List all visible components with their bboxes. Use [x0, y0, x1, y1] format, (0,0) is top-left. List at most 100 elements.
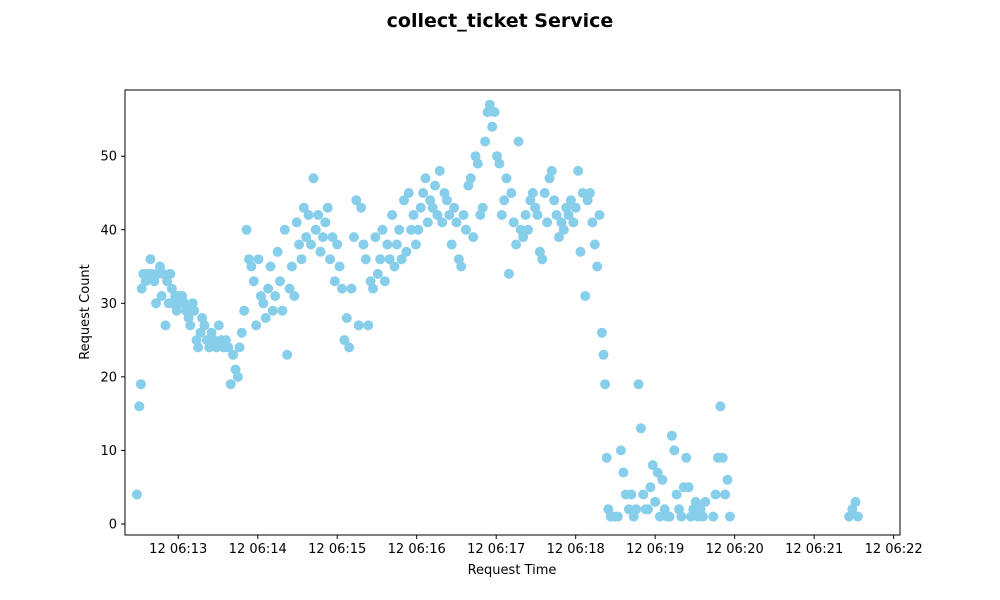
data-point [496, 210, 507, 220]
data-point [320, 217, 331, 228]
data-point [193, 342, 204, 353]
data-point [375, 254, 386, 265]
data-point [444, 210, 455, 220]
data-point [503, 268, 514, 279]
data-point [700, 496, 711, 507]
data-point [623, 504, 634, 515]
data-point [518, 232, 529, 243]
data-point [537, 254, 548, 265]
data-point [666, 430, 677, 441]
data-point [499, 195, 510, 206]
data-point [145, 254, 156, 265]
data-point [368, 283, 378, 294]
data-point [313, 210, 324, 220]
data-point [275, 276, 285, 287]
data-point [565, 195, 576, 206]
data-point [427, 202, 438, 213]
data-point [263, 283, 274, 294]
data-point [592, 261, 603, 272]
data-point [134, 401, 145, 412]
data-point [308, 173, 319, 184]
data-point [546, 165, 557, 176]
y-axis-ticks: 0 10 20 30 40 50 [100, 150, 125, 532]
data-point [551, 210, 562, 220]
data-point [353, 320, 364, 331]
data-point [589, 239, 600, 250]
data-point [654, 511, 665, 522]
data-point [265, 261, 276, 272]
data-point [577, 188, 588, 198]
data-point [573, 165, 584, 176]
data-point [532, 210, 543, 220]
data-point [372, 268, 383, 279]
data-point [279, 224, 290, 235]
y-tick-label: 10 [100, 444, 117, 459]
y-tick-label: 0 [109, 517, 117, 532]
data-point [489, 107, 500, 118]
data-point [291, 217, 302, 228]
data-point [239, 305, 250, 316]
data-point [568, 217, 579, 228]
data-point [480, 136, 491, 147]
data-point [384, 254, 395, 265]
data-point [542, 217, 553, 228]
data-point [277, 305, 288, 316]
data-point [722, 474, 733, 485]
data-point [477, 202, 488, 213]
y-axis-label: Request Count [78, 264, 93, 360]
data-point [638, 489, 649, 500]
data-point [430, 180, 440, 191]
data-point [136, 283, 147, 294]
data-point [626, 489, 637, 500]
x-axis-label: Request Time [468, 563, 557, 578]
data-point [410, 239, 421, 250]
data-point [272, 246, 283, 257]
data-point [189, 305, 200, 316]
x-tick-label: 12 06:19 [626, 542, 684, 557]
data-point [232, 371, 243, 382]
data-point [669, 445, 680, 456]
data-point [296, 254, 307, 265]
data-point [506, 188, 517, 198]
data-point [432, 210, 443, 220]
data-point [270, 291, 281, 301]
data-point [539, 188, 550, 198]
data-point [513, 136, 524, 147]
data-point [204, 342, 215, 353]
data-point [596, 327, 607, 338]
data-point [645, 482, 656, 493]
data-point [418, 188, 429, 198]
data-point [171, 305, 182, 316]
data-point [587, 217, 598, 228]
data-point [260, 313, 271, 323]
data-point [394, 224, 405, 235]
data-point [631, 504, 642, 515]
data-point [382, 239, 393, 250]
data-point [251, 320, 262, 331]
y-tick-label: 40 [100, 223, 117, 238]
data-point [258, 298, 269, 309]
data-point [549, 195, 560, 206]
data-point [422, 217, 433, 228]
data-point [468, 232, 479, 243]
data-point [158, 268, 169, 279]
data-point [344, 342, 355, 353]
data-point [284, 283, 295, 294]
data-point [420, 173, 431, 184]
data-point [315, 246, 326, 257]
data-point [671, 489, 682, 500]
data-point [494, 158, 505, 169]
data-point [717, 452, 728, 463]
data-point [370, 232, 381, 243]
data-point [377, 224, 388, 235]
data-point [511, 239, 522, 250]
data-points [131, 99, 863, 522]
data-point [306, 239, 316, 250]
data-point [298, 202, 309, 213]
data-point [327, 232, 338, 243]
data-point [520, 210, 531, 220]
data-point [317, 232, 328, 243]
data-point [664, 511, 675, 522]
data-point [135, 379, 146, 390]
